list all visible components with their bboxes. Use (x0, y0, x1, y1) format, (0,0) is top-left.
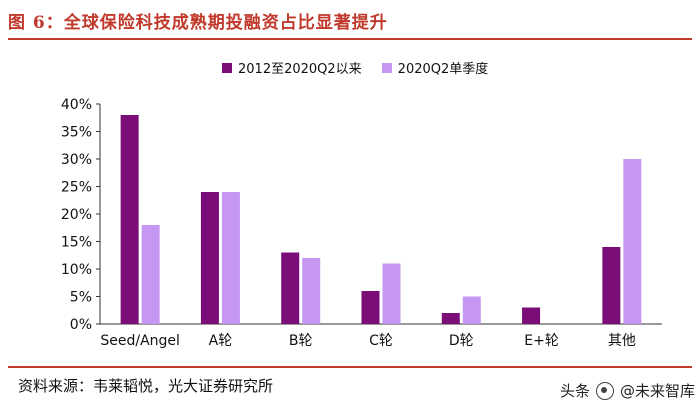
legend-swatch-series-2 (381, 62, 392, 73)
bar-series-2 (141, 225, 160, 324)
bar-series-2 (221, 192, 240, 324)
x-tick-label: B轮 (289, 333, 313, 349)
x-tick-label: C轮 (369, 333, 393, 349)
bar-series-2 (462, 296, 481, 324)
y-tick-label: 40% (61, 97, 92, 113)
chart-title: 图 6：全球保险科技成熟期投融资占比显著提升 (8, 13, 388, 33)
bar-series-1 (120, 115, 139, 324)
watermark-left: 头条 (560, 382, 591, 400)
bar-series-1 (361, 291, 380, 324)
y-tick-label: 0% (70, 317, 92, 333)
source-note: 资料来源：韦莱韬悦，光大证券研究所 (18, 377, 274, 395)
y-tick-label: 20% (61, 207, 92, 223)
title-divider (8, 38, 692, 40)
bar-series-2 (382, 263, 401, 324)
watermark-right: @未来智库 (620, 382, 696, 400)
y-tick-label: 35% (61, 125, 92, 141)
y-tick-label: 30% (61, 152, 92, 168)
bar-series-1 (522, 307, 541, 324)
y-tick-label: 10% (61, 262, 92, 278)
watermark-logo-icon (596, 381, 615, 400)
watermark: 头条 @未来智库 (560, 380, 695, 401)
bar-series-2 (623, 159, 642, 324)
y-tick-label: 15% (61, 235, 92, 251)
y-tick-label: 5% (70, 290, 92, 306)
source-divider (8, 366, 692, 368)
bar-series-1 (281, 252, 300, 324)
x-tick-label: 其他 (608, 333, 636, 349)
x-tick-label: A轮 (209, 333, 233, 349)
legend-label-series-1: 2012至2020Q2以来 (238, 62, 362, 77)
legend-item-series-1: 2012至2020Q2以来 (222, 58, 362, 77)
chart-legend: 2012至2020Q2以来 2020Q2单季度 (222, 58, 508, 77)
y-tick-label: 25% (61, 180, 92, 196)
x-tick-label: E+轮 (524, 333, 559, 349)
x-tick-label: Seed/Angel (100, 333, 180, 349)
bar-series-1 (200, 192, 219, 324)
x-tick-label: D轮 (449, 333, 474, 349)
legend-item-series-2: 2020Q2单季度 (381, 58, 489, 77)
bar-series-1 (602, 247, 621, 324)
legend-label-series-2: 2020Q2单季度 (397, 62, 489, 77)
bar-series-2 (302, 258, 321, 324)
legend-swatch-series-1 (222, 62, 232, 73)
bar-series-1 (441, 313, 460, 324)
